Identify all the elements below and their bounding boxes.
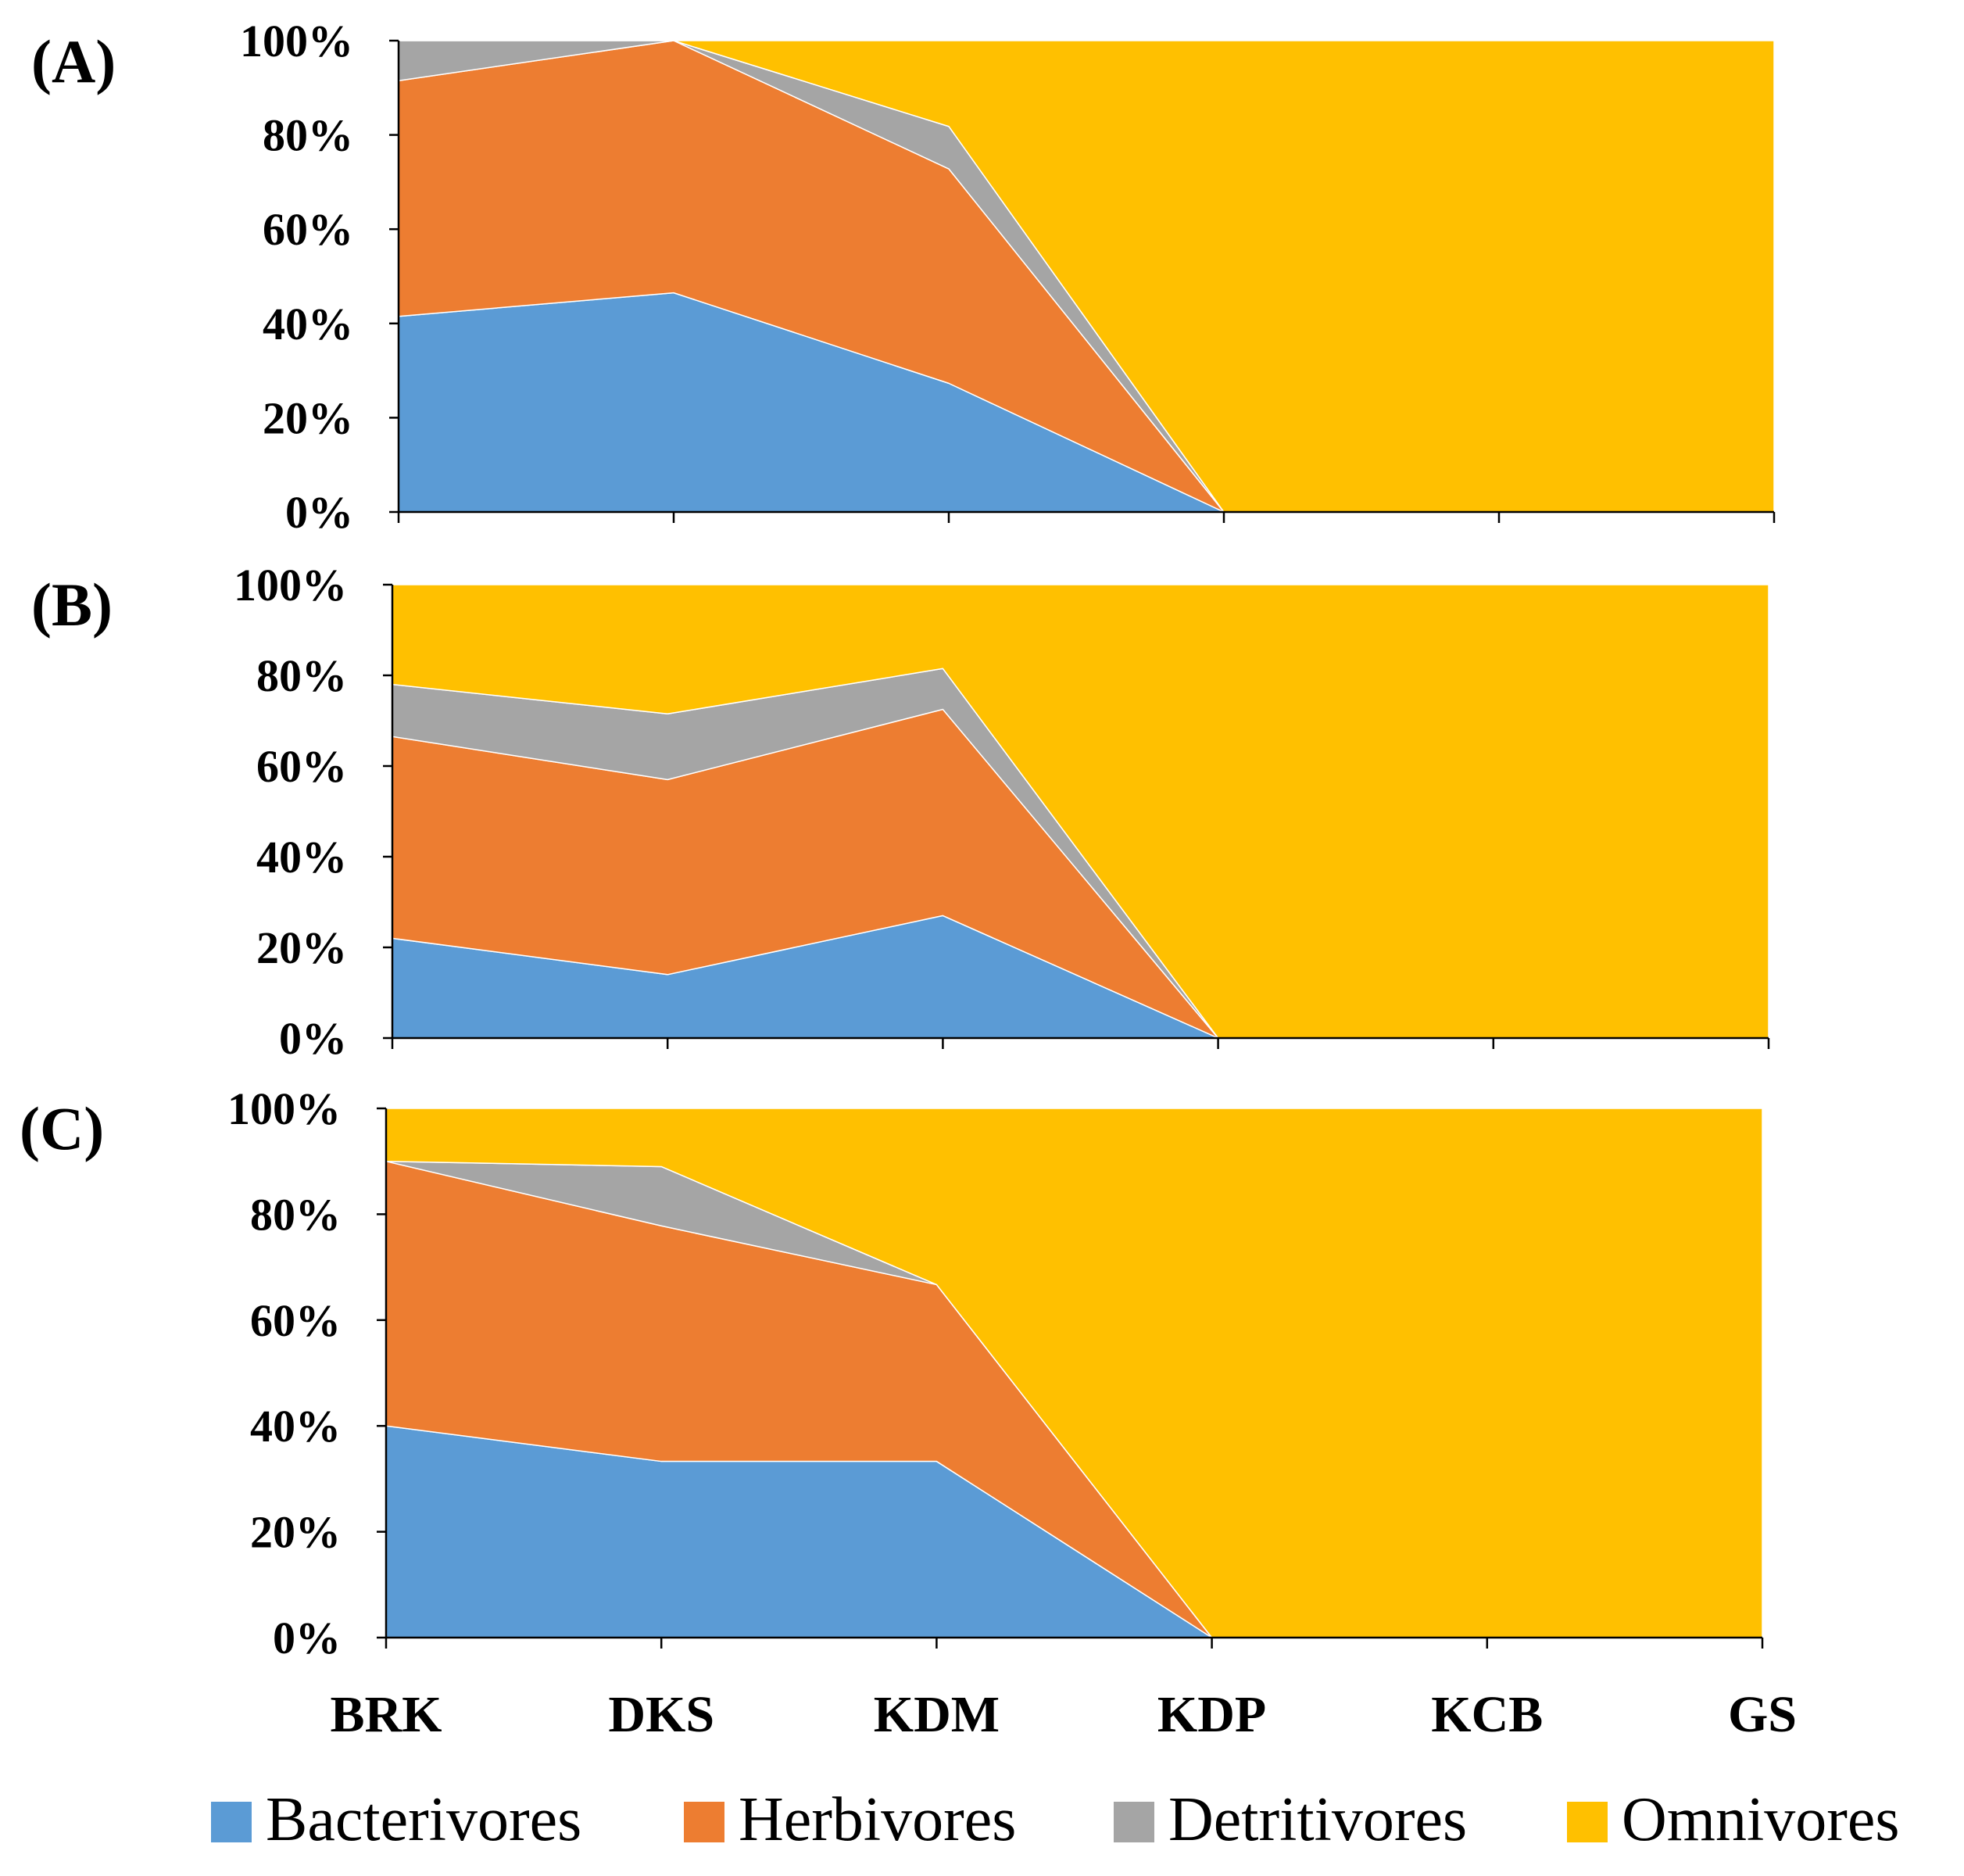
panel-label-b: (B) (31, 571, 113, 639)
legend-item-herbivores: Herbivores (684, 1785, 1016, 1854)
legend-label-herbivores: Herbivores (739, 1785, 1016, 1854)
legend-label-bacterivores: Bacterivores (266, 1785, 581, 1854)
y-tick-label-b-2: 40% (256, 832, 347, 883)
y-tick-label-a-1: 20% (263, 392, 353, 443)
y-tick-label-c-1: 20% (250, 1507, 341, 1558)
y-tick-label-a-3: 60% (263, 204, 353, 255)
legend-item-omnivores: Omnivores (1567, 1785, 1900, 1854)
legend: Bacterivores Herbivores Detritivores Omnivo… (211, 1785, 1900, 1854)
chart-panels: 0% 20% 40% 60% 80% 100% (A) 0% 20% 40% 60% 80% 100% (… (20, 16, 1776, 1663)
y-tick-label-b-5: 100% (234, 560, 347, 610)
legend-label-omnivores: Omnivores (1622, 1785, 1900, 1854)
y-tick-label-c-5: 100% (227, 1083, 341, 1134)
legend-item-bacterivores: Bacterivores (211, 1785, 581, 1854)
x-tick-label-kdm: KDM (874, 1686, 1000, 1743)
x-tick-label-gs: GS (1728, 1686, 1797, 1743)
x-axis-category-labels: BRK DKS KDM KDP KCB GS (330, 1686, 1797, 1743)
y-tick-label-a-5: 100% (240, 16, 353, 66)
legend-item-detritivores: Detritivores (1114, 1785, 1467, 1854)
x-tick-label-brk: BRK (330, 1686, 442, 1743)
panel-label-a: (A) (31, 27, 116, 95)
y-tick-label-b-1: 20% (256, 922, 347, 973)
y-tick-label-a-4: 80% (263, 110, 353, 161)
legend-label-detritivores: Detritivores (1168, 1785, 1467, 1854)
y-tick-label-c-2: 40% (250, 1401, 341, 1452)
y-tick-label-c-3: 60% (250, 1295, 341, 1346)
area-omnivores-a (398, 40, 1775, 513)
y-tick-label-c-0: 0% (273, 1613, 341, 1663)
panel-label-c: (C) (20, 1094, 104, 1162)
legend-swatch-bacterivores (211, 1802, 252, 1842)
x-tick-label-kcb: KCB (1431, 1686, 1543, 1743)
y-tick-label-b-4: 80% (256, 650, 347, 701)
x-tick-label-kdp: KDP (1157, 1686, 1266, 1743)
legend-swatch-herbivores (684, 1802, 724, 1842)
legend-swatch-detritivores (1114, 1802, 1154, 1842)
y-tick-label-a-2: 40% (263, 299, 353, 349)
y-tick-label-b-0: 0% (279, 1013, 347, 1064)
x-tick-label-dks: DKS (608, 1686, 714, 1743)
y-tick-label-a-0: 0% (285, 487, 353, 538)
y-tick-label-c-4: 80% (250, 1189, 341, 1240)
legend-swatch-omnivores (1567, 1802, 1608, 1842)
panel-c: 0% 20% 40% 60% 80% 100% (C) (20, 1083, 1764, 1663)
y-tick-label-b-3: 60% (256, 741, 347, 792)
panel-b: 0% 20% 40% 60% 80% 100% (B) (31, 560, 1770, 1064)
panel-a: 0% 20% 40% 60% 80% 100% (A) (31, 16, 1776, 538)
